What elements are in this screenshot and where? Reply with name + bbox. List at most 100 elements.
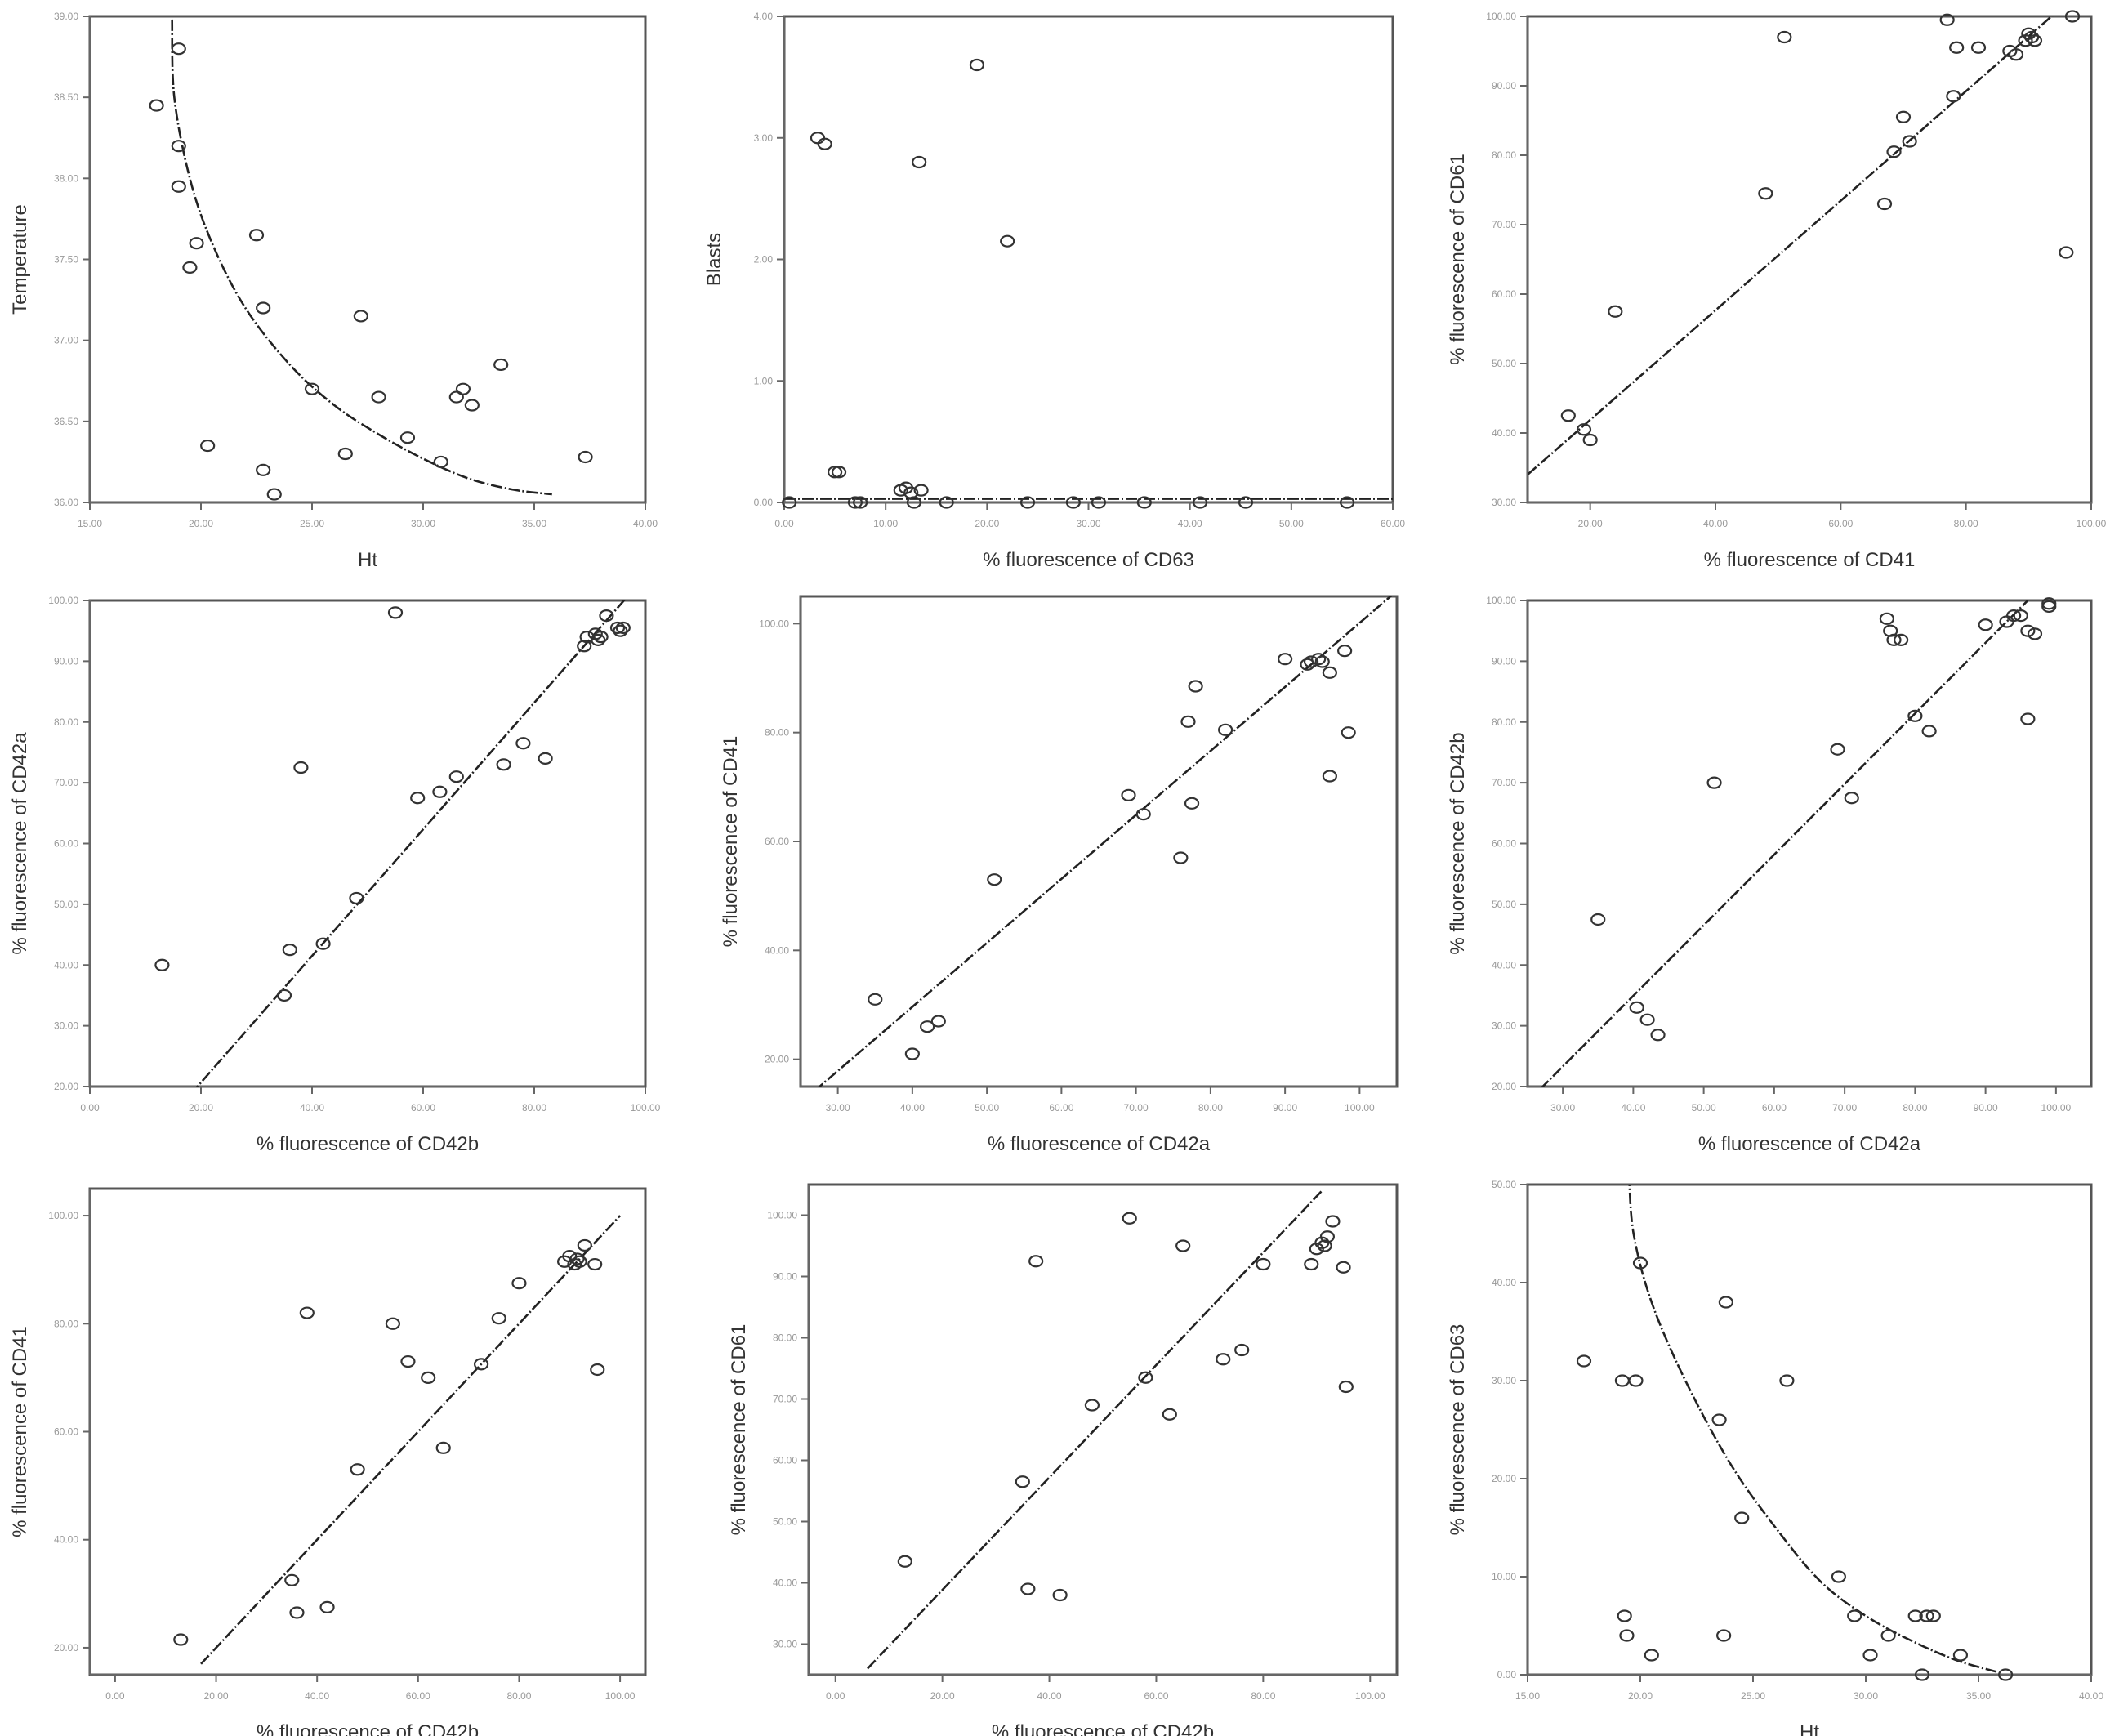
data-point xyxy=(387,606,404,619)
data-point xyxy=(171,180,186,193)
scatter-panel-4: 0.00 20.00 40.00 60.00 80.00 100.0020.0030.00… xyxy=(9,595,661,1155)
x-tick-label: 15.00 xyxy=(78,518,102,529)
y-tick-label: 40.00 xyxy=(1492,959,1516,971)
data-point xyxy=(496,758,511,771)
data-point xyxy=(1015,1475,1030,1488)
data-point xyxy=(248,229,265,242)
fit-line xyxy=(818,596,1393,1087)
data-point xyxy=(353,310,368,323)
data-point xyxy=(200,439,216,453)
y-tick-label: 36.00 xyxy=(54,497,78,508)
fit-line xyxy=(171,19,552,496)
data-point xyxy=(1192,496,1208,509)
data-point xyxy=(577,1238,592,1252)
x-tick-label: 100.00 xyxy=(631,1102,661,1113)
data-point xyxy=(173,1633,189,1646)
data-point xyxy=(1617,1609,1632,1622)
data-point xyxy=(1880,1629,1896,1642)
x-axis-title: % fluorescence of CD41 xyxy=(1704,549,1916,571)
y-tick-label: 38.50 xyxy=(54,91,78,103)
data-point xyxy=(435,1441,451,1454)
x-tick-label: 30.00 xyxy=(826,1102,850,1113)
data-point xyxy=(1716,1629,1732,1642)
data-point xyxy=(1758,187,1773,200)
data-point xyxy=(493,358,509,372)
plot-frame xyxy=(783,15,1394,504)
data-point xyxy=(599,609,614,623)
plot-frame xyxy=(88,15,647,504)
data-point xyxy=(1895,110,1912,123)
data-point xyxy=(1336,1261,1351,1274)
scatter-panel-1: 15.00 20.00 25.00 30.00 35.00 40.00 36.00 36.50… xyxy=(9,11,658,571)
data-point xyxy=(868,993,883,1006)
x-tick-label: 30.00 xyxy=(1854,1690,1878,1702)
data-point xyxy=(2020,712,2036,725)
data-point xyxy=(491,1312,506,1325)
data-point xyxy=(182,261,198,274)
y-tick-label: 80.00 xyxy=(54,716,78,728)
data-point xyxy=(1180,715,1196,728)
data-point xyxy=(385,1317,401,1330)
y-tick-label: 36.50 xyxy=(54,416,78,427)
x-axis-title: Ht xyxy=(1800,1721,1819,1736)
y-axis-title: % fluorescence of CD42b xyxy=(1447,732,1469,954)
data-point xyxy=(904,1047,920,1060)
fit-line xyxy=(1628,1185,1997,1673)
data-point xyxy=(1650,1029,1666,1042)
data-point xyxy=(1337,645,1353,658)
data-point xyxy=(1614,1374,1631,1387)
x-tick-label: 40.00 xyxy=(1037,1690,1062,1702)
fit-line xyxy=(1541,600,2029,1087)
data-point xyxy=(2013,609,2028,623)
data-point xyxy=(1886,633,1902,646)
data-point xyxy=(1876,197,1893,211)
x-tick-label: 20.00 xyxy=(1578,518,1603,529)
data-point xyxy=(1173,851,1189,864)
data-point xyxy=(1184,797,1200,810)
y-tick-label: 90.00 xyxy=(773,1271,797,1283)
data-point xyxy=(1629,1001,1644,1014)
y-tick-label: 40.00 xyxy=(765,944,789,956)
x-tick-label: 25.00 xyxy=(300,518,324,529)
data-point xyxy=(593,631,609,644)
y-tick-label: 20.00 xyxy=(765,1054,789,1065)
data-point xyxy=(1628,1374,1644,1387)
y-tick-label: 80.00 xyxy=(54,1318,78,1329)
y-tick-label: 70.00 xyxy=(773,1394,797,1405)
y-tick-label: 100.00 xyxy=(48,1210,78,1221)
x-tick-label: 60.00 xyxy=(1381,518,1405,529)
x-tick-label: 60.00 xyxy=(411,1102,435,1113)
y-tick-label: 50.00 xyxy=(54,899,78,910)
data-point xyxy=(969,58,985,72)
y-axis-title: % fluorescence of CD61 xyxy=(728,1324,750,1536)
data-point xyxy=(171,140,186,153)
y-axis-title: % fluorescence of CD63 xyxy=(1447,1324,1469,1536)
y-tick-label: 3.00 xyxy=(754,132,774,144)
data-point xyxy=(371,390,386,404)
data-point xyxy=(1218,723,1233,736)
x-axis-title: % fluorescence of CD63 xyxy=(983,549,1194,571)
x-tick-label: 60.00 xyxy=(1828,518,1853,529)
data-point xyxy=(847,496,863,509)
x-tick-label: 20.00 xyxy=(1628,1690,1653,1702)
data-point xyxy=(473,1358,489,1371)
data-point xyxy=(1019,496,1036,509)
x-tick-label: 15.00 xyxy=(1515,1690,1540,1702)
y-tick-label: 70.00 xyxy=(1492,219,1516,230)
y-tick-label: 60.00 xyxy=(765,836,789,847)
y-tick-label: 40.00 xyxy=(773,1578,797,1589)
data-point xyxy=(569,1252,585,1265)
plot-frame xyxy=(88,599,647,1088)
y-axis-title: % fluorescence of CD61 xyxy=(1447,154,1469,365)
y-axis-title: % fluorescence of CD42a xyxy=(9,732,31,955)
y-tick-label: 100.00 xyxy=(1486,595,1516,606)
y-tick-label: 60.00 xyxy=(1492,838,1516,850)
data-point xyxy=(421,1371,436,1384)
y-tick-label: 39.00 xyxy=(54,11,78,22)
data-point xyxy=(276,988,292,1002)
data-point xyxy=(1879,612,1894,625)
scatter-panel-8: 0.00 20.00 40.00 60.00 80.00 100.00 30.00 40.00… xyxy=(728,1183,1399,1736)
y-tick-label: 0.00 xyxy=(754,497,774,508)
data-point xyxy=(1952,1649,1969,1662)
x-tick-label: 20.00 xyxy=(189,518,213,529)
